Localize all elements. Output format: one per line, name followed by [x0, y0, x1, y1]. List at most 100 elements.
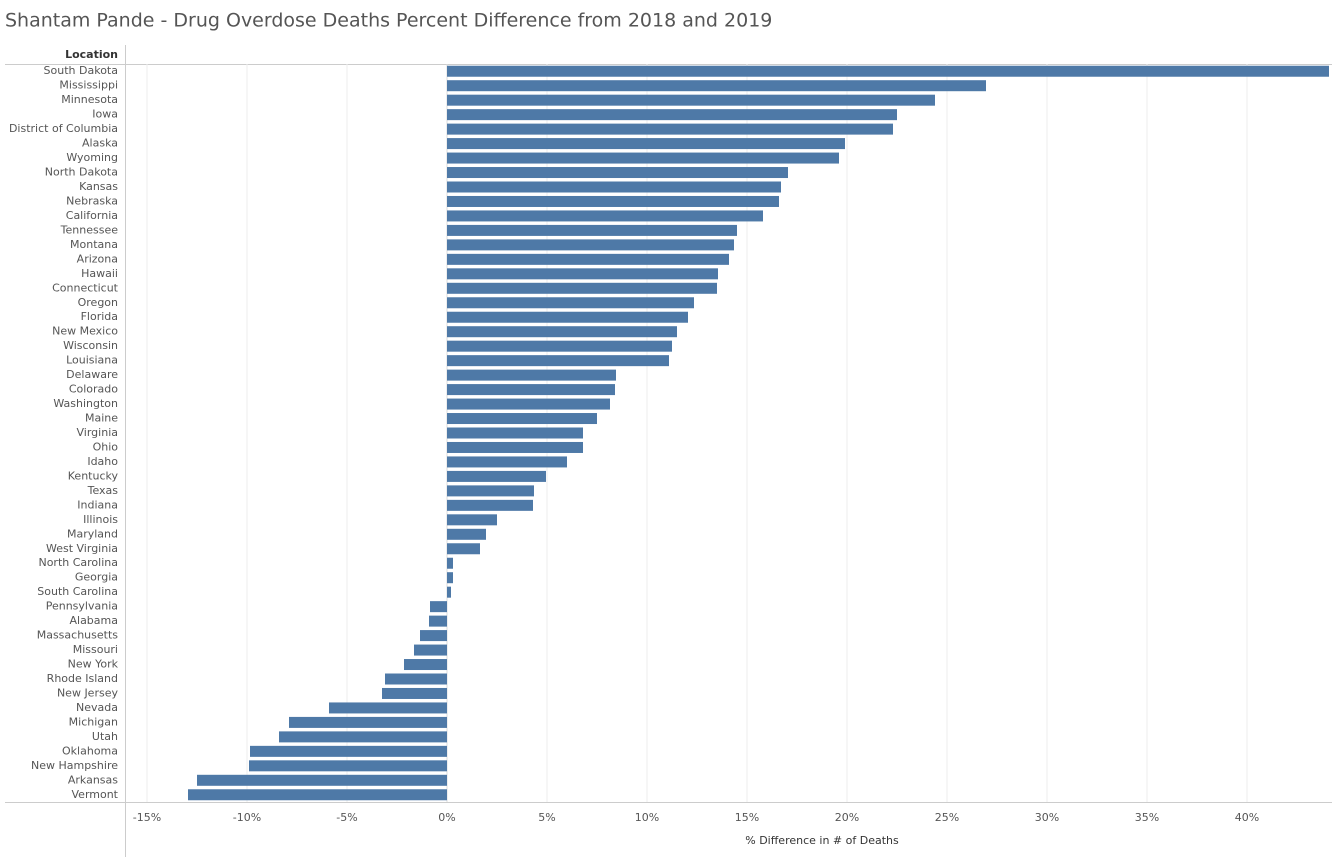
x-tick-label: 30% — [1035, 811, 1059, 824]
bar — [447, 586, 451, 598]
x-tick-label: 10% — [635, 811, 659, 824]
x-tick-label: 25% — [935, 811, 959, 824]
bar — [430, 601, 447, 613]
bar — [188, 789, 447, 801]
y-tick-label: Utah — [92, 730, 118, 743]
y-tick-label: Kentucky — [68, 469, 119, 482]
y-tick-label: Georgia — [75, 571, 118, 584]
y-tick-label: Wisconsin — [63, 339, 118, 352]
y-tick-label: Mississippi — [59, 79, 118, 92]
bar — [447, 427, 583, 439]
row-header: Location — [65, 48, 118, 61]
bar — [382, 687, 447, 699]
y-tick-label: Indiana — [77, 498, 118, 511]
bar — [197, 774, 447, 786]
y-tick-label: Kansas — [79, 180, 118, 193]
chart-title: Shantam Pande - Drug Overdose Deaths Per… — [5, 10, 772, 32]
bar — [447, 152, 839, 164]
x-tick-label: 15% — [735, 811, 759, 824]
y-tick-label: Maine — [85, 412, 118, 425]
y-tick-label: New Mexico — [52, 325, 118, 338]
bar — [429, 615, 447, 627]
x-tick-label: 35% — [1135, 811, 1159, 824]
y-tick-label: Alabama — [69, 614, 118, 627]
y-tick-label: Oregon — [78, 296, 118, 309]
y-tick-label: New Hampshire — [31, 759, 118, 772]
bar — [447, 109, 897, 121]
y-tick-label: South Dakota — [44, 64, 118, 77]
bar — [447, 167, 788, 179]
bar — [447, 398, 610, 410]
bar — [447, 210, 763, 222]
bar — [249, 760, 447, 772]
y-tick-label: South Carolina — [37, 585, 118, 598]
y-tick-label: Wyoming — [66, 151, 118, 164]
y-tick-label: Missouri — [73, 643, 118, 656]
y-tick-label: Connecticut — [52, 281, 119, 294]
x-tick-label: 20% — [835, 811, 859, 824]
y-tick-label: Montana — [70, 238, 118, 251]
y-tick-label: Alaska — [82, 137, 118, 150]
bar — [447, 528, 486, 540]
bar — [447, 181, 781, 193]
bar — [447, 514, 497, 526]
y-tick-label: Louisiana — [66, 354, 118, 367]
y-tick-label: Iowa — [92, 108, 118, 121]
bar — [447, 369, 616, 381]
y-tick-label: District of Columbia — [9, 122, 118, 135]
y-tick-label: New York — [68, 658, 119, 671]
bar — [447, 239, 734, 251]
x-tick-label: -10% — [233, 811, 261, 824]
bar — [447, 195, 779, 207]
bars — [188, 65, 1329, 801]
bar — [447, 456, 567, 468]
y-tick-label: Minnesota — [61, 93, 118, 106]
bar — [447, 485, 534, 497]
x-tick-label: 5% — [538, 811, 555, 824]
bar — [404, 659, 447, 671]
y-tick-label: Vermont — [72, 788, 119, 801]
y-tick-label: Pennsylvania — [46, 600, 118, 613]
y-tick-label: Illinois — [83, 513, 118, 526]
y-tick-label: Michigan — [69, 715, 118, 728]
x-tick-label: 40% — [1235, 811, 1259, 824]
y-tick-label: Washington — [53, 397, 118, 410]
bar — [447, 470, 546, 482]
x-tick-label: -5% — [336, 811, 357, 824]
bar — [447, 384, 615, 396]
bar — [447, 326, 677, 338]
y-tick-label: North Carolina — [38, 556, 118, 569]
bar — [447, 268, 718, 280]
y-tick-label: Ohio — [93, 440, 119, 453]
y-tick-label: Idaho — [87, 455, 118, 468]
y-tick-label: Oklahoma — [62, 744, 118, 757]
grid — [146, 64, 1248, 802]
y-tick-label: Nebraska — [66, 194, 118, 207]
y-tick-label: Virginia — [77, 426, 118, 439]
bar — [447, 253, 729, 265]
bar — [447, 80, 986, 92]
y-tick-label: Tennessee — [60, 223, 119, 236]
bar — [447, 224, 737, 236]
y-tick-label: West Virginia — [46, 542, 118, 555]
x-axis-title: % Difference in # of Deaths — [745, 834, 899, 847]
bar — [447, 543, 480, 555]
bar — [447, 499, 533, 511]
bar — [447, 355, 669, 367]
y-tick-label: Hawaii — [81, 267, 118, 280]
bar — [447, 557, 453, 569]
y-tick-label: Arkansas — [68, 773, 118, 786]
bar — [447, 311, 688, 323]
y-tick-label: Arizona — [77, 252, 118, 265]
y-tick-label: North Dakota — [45, 166, 118, 179]
bar — [447, 572, 453, 584]
bar — [447, 282, 717, 294]
bar — [447, 413, 597, 425]
bar — [250, 745, 447, 757]
bar — [447, 94, 935, 106]
labels: -15% -10% -5% 0% 5% 10% 15% 20% 25% 30% 35% 40% Sout… — [9, 64, 1259, 824]
bar — [447, 65, 1329, 77]
bar — [385, 673, 447, 685]
y-tick-label: Massachusetts — [37, 629, 119, 642]
